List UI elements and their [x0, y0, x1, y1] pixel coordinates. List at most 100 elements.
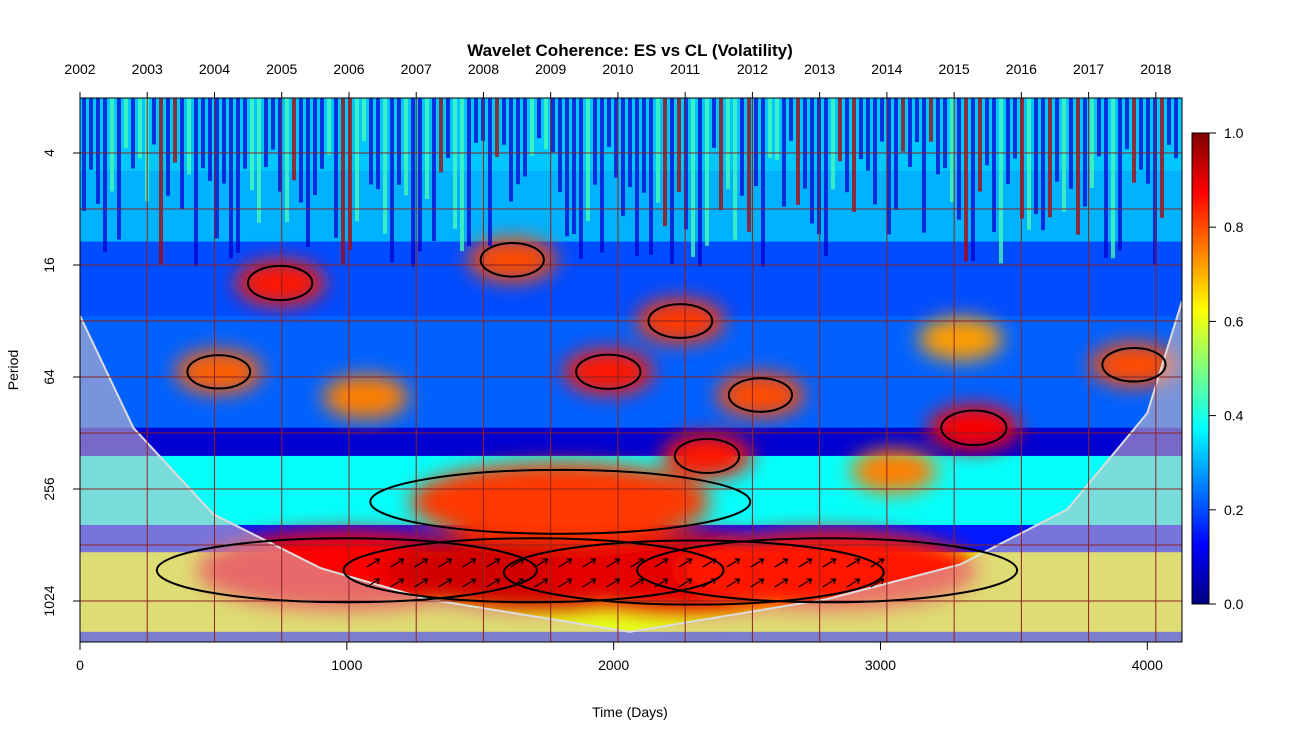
short-period-stripe — [677, 98, 681, 193]
short-period-stripe — [712, 98, 716, 148]
colorbar-tick-label: 0.6 — [1224, 313, 1244, 329]
short-period-stripe — [775, 98, 779, 160]
short-period-stripe — [89, 98, 93, 170]
short-period-stripe — [579, 98, 583, 259]
chart-title: Wavelet Coherence: ES vs CL (Volatility) — [467, 41, 793, 60]
short-period-stripe — [1055, 98, 1059, 182]
short-period-stripe — [460, 98, 464, 252]
short-period-stripe — [915, 98, 919, 143]
x-axis-label: Time (Days) — [592, 704, 668, 720]
plot-area — [80, 98, 1182, 642]
y-tick-label: 64 — [41, 369, 57, 385]
short-period-stripe — [740, 98, 744, 196]
short-period-stripe — [411, 98, 415, 267]
top-tick-label: 2004 — [199, 61, 230, 77]
short-period-stripe — [1153, 98, 1157, 266]
short-period-stripe — [453, 98, 457, 229]
short-period-stripe — [572, 98, 576, 235]
significance-contour — [246, 264, 314, 302]
short-period-stripe — [306, 98, 310, 247]
short-period-stripe — [789, 98, 793, 141]
top-tick-label: 2011 — [670, 61, 700, 77]
coherence-region — [918, 317, 1003, 361]
short-period-stripe — [768, 98, 772, 159]
short-period-stripe — [313, 98, 317, 196]
colorbar-tick-label: 0.0 — [1224, 596, 1244, 612]
y-axis: 4 16 64 256 1024 — [41, 149, 80, 617]
phase-arrow — [606, 558, 621, 568]
y-tick-label: 256 — [41, 477, 57, 501]
short-period-stripe — [292, 98, 296, 181]
phase-arrow — [510, 578, 525, 588]
short-period-stripe — [236, 98, 240, 253]
short-period-stripe — [1020, 98, 1024, 219]
phase-arrow — [486, 558, 501, 568]
short-period-stripe — [929, 98, 933, 142]
top-tick-label: 2003 — [132, 61, 163, 77]
short-period-stripe — [1006, 98, 1010, 184]
top-tick-label: 2005 — [266, 61, 297, 77]
short-period-stripe — [971, 98, 975, 261]
short-period-stripe — [439, 98, 443, 173]
top-tick-label: 2006 — [333, 61, 364, 77]
colorbar-scale — [1191, 132, 1210, 605]
top-tick-label: 2017 — [1073, 61, 1104, 77]
top-tick-label: 2002 — [64, 61, 95, 77]
short-period-stripe — [537, 98, 541, 139]
y-axis-label: Period — [5, 350, 21, 390]
short-period-stripe — [446, 98, 450, 159]
short-period-stripe — [894, 98, 898, 210]
short-period-stripe — [663, 98, 667, 227]
short-period-stripe — [264, 98, 268, 168]
short-period-stripe — [796, 98, 800, 205]
phase-arrow — [822, 558, 837, 568]
top-tick-label: 2012 — [737, 61, 768, 77]
colorbar-tick-label: 0.8 — [1224, 219, 1244, 235]
short-period-stripe — [152, 98, 156, 145]
significance-contours — [155, 241, 1167, 606]
short-period-stripe — [208, 98, 212, 181]
short-period-stripe — [922, 98, 926, 233]
short-period-stripe — [194, 98, 198, 267]
short-period-stripe — [250, 98, 254, 191]
short-period-stripe — [859, 98, 863, 160]
short-period-stripe — [222, 98, 226, 184]
short-period-stripe — [705, 98, 709, 246]
short-period-stripe — [824, 98, 828, 256]
short-period-stripe — [124, 98, 128, 148]
short-period-stripe — [187, 98, 191, 175]
phase-arrow — [462, 578, 477, 588]
short-period-stripe — [866, 98, 870, 171]
short-period-stripe — [516, 98, 520, 185]
phase-arrow — [390, 578, 405, 588]
phase-arrow — [870, 558, 885, 568]
short-period-stripe — [523, 98, 527, 177]
short-period-stripe — [110, 98, 114, 192]
x-axis: 0 1000 2000 3000 4000 — [76, 642, 1163, 673]
short-period-stripe — [383, 98, 387, 234]
phase-arrow — [750, 578, 765, 588]
phase-arrow — [678, 578, 693, 588]
short-period-stripe — [1167, 98, 1171, 145]
y-tick-label: 1024 — [41, 585, 57, 616]
short-period-stripe — [754, 98, 758, 186]
grid-lines — [80, 98, 1182, 642]
phase-arrow — [678, 558, 693, 568]
short-period-stripe — [936, 98, 940, 175]
short-period-stripe — [1118, 98, 1122, 251]
short-period-stripe — [243, 98, 247, 169]
short-period-stripe — [831, 98, 835, 190]
short-period-stripe — [719, 98, 723, 211]
phase-arrow — [774, 578, 789, 588]
short-period-stripe — [271, 98, 275, 150]
short-period-stripe — [691, 98, 695, 257]
phase-arrow — [414, 578, 429, 588]
short-period-stripe — [558, 98, 562, 192]
coherence-region — [410, 461, 711, 542]
top-year-axis: 2002 2003 2004 2005 2006 2007 2008 2009 2010 2011… — [64, 61, 1172, 98]
x-tick-label: 1000 — [331, 657, 362, 673]
plot-frame — [79, 97, 1183, 643]
short-period-stripe — [586, 98, 590, 222]
phase-arrows — [366, 558, 885, 588]
short-period-stripe — [1090, 98, 1094, 188]
